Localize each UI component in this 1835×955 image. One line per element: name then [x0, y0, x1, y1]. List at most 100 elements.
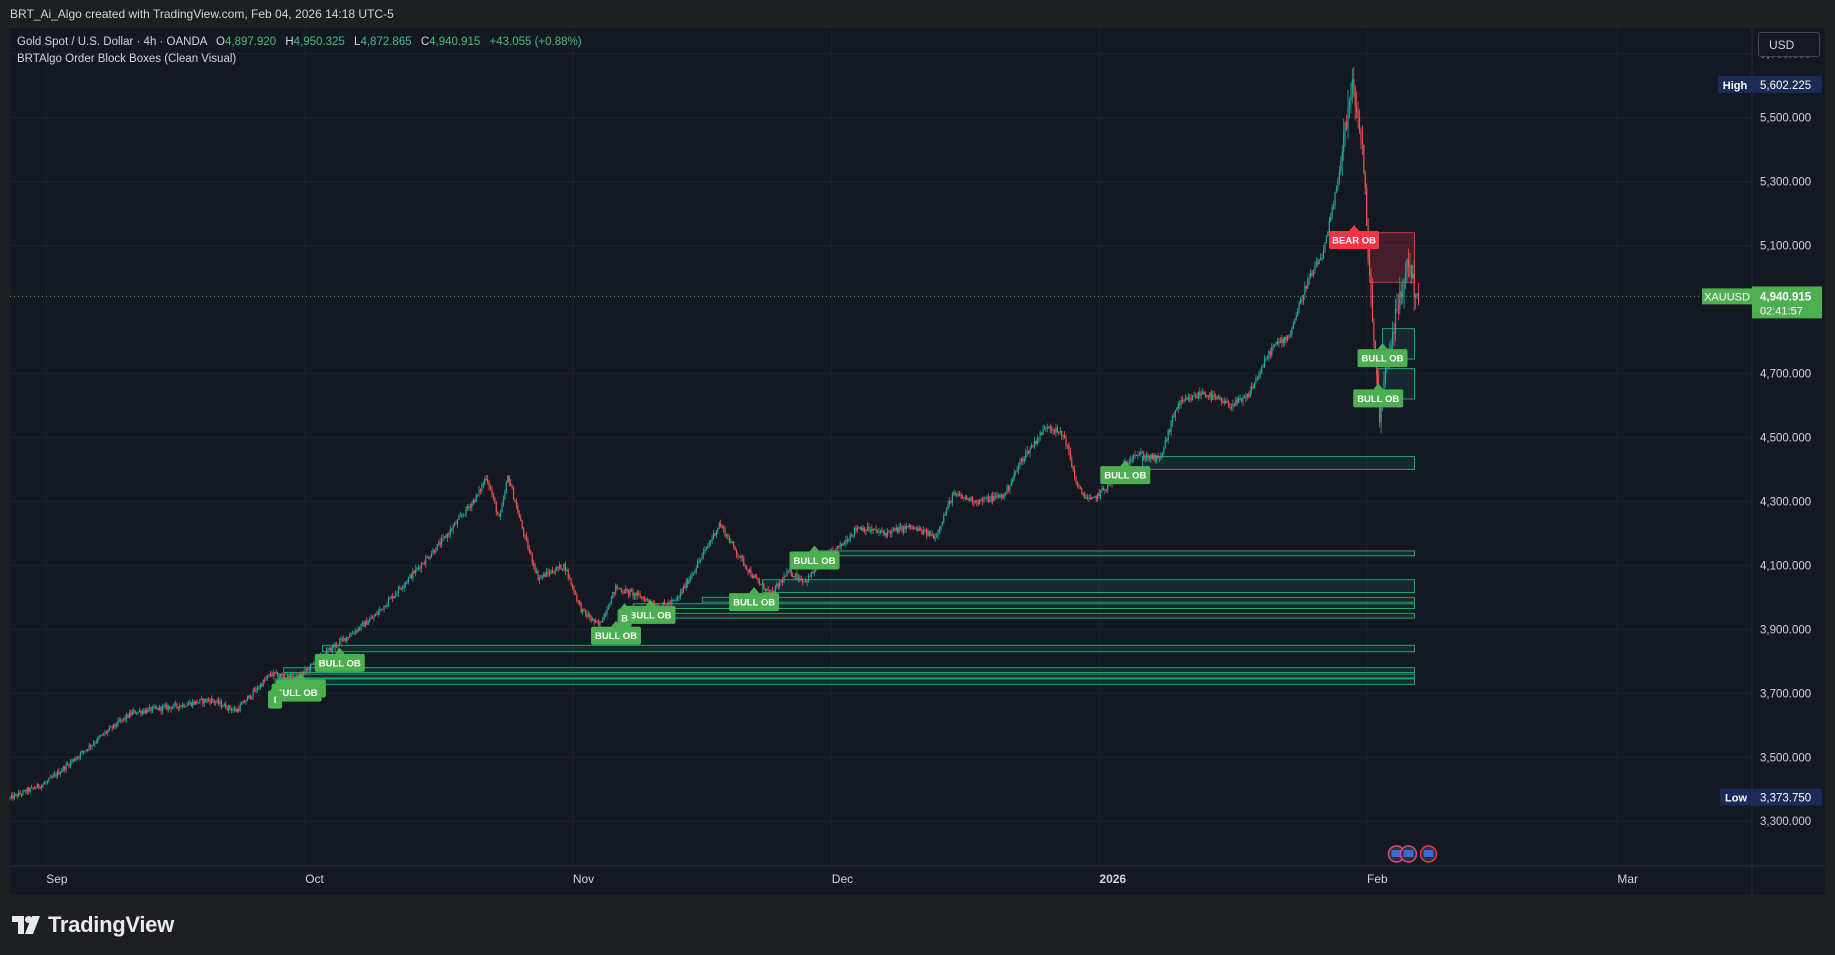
candle-body	[1058, 431, 1060, 433]
candle-body	[776, 583, 778, 587]
candle-body	[279, 674, 282, 677]
candle-body	[1341, 151, 1343, 162]
candle-body	[305, 669, 307, 671]
candle-body	[861, 527, 863, 531]
candle-body	[1400, 291, 1402, 298]
candle-body	[350, 633, 352, 637]
ob-label-text: BEAR OB	[1332, 236, 1376, 247]
candle-body	[846, 539, 848, 542]
candle-body	[994, 495, 997, 497]
candle-body	[1292, 323, 1294, 329]
candle-body	[1084, 495, 1086, 499]
candle-body	[468, 506, 470, 509]
high-value-text: 5,602.225	[1760, 80, 1811, 92]
candle-body	[692, 572, 694, 575]
bull-order-block	[274, 678, 1415, 685]
candle-body	[1299, 299, 1302, 303]
ob-label-pointer	[291, 677, 302, 684]
candle-body	[1384, 365, 1387, 381]
candle-body	[1030, 445, 1033, 449]
candle-body	[518, 513, 520, 518]
candle-body	[933, 534, 935, 539]
candle-body	[1246, 394, 1248, 398]
candle-body	[371, 617, 374, 619]
candle-body	[294, 676, 296, 679]
candle-body	[1141, 452, 1143, 454]
candle-body	[335, 644, 338, 647]
candle-body	[727, 534, 729, 539]
candle-body	[26, 788, 28, 793]
candle-body	[354, 630, 356, 634]
candle-body	[101, 734, 103, 736]
low-value: 4,872.865	[360, 36, 412, 48]
candle-body	[642, 596, 644, 599]
candle-body	[325, 650, 328, 657]
candle-body	[420, 563, 423, 569]
candle-body	[570, 578, 572, 585]
candle-body	[986, 496, 988, 499]
candle-body	[1007, 486, 1010, 490]
candle-body	[689, 577, 692, 580]
candle-body	[1236, 399, 1238, 403]
candle-body	[219, 701, 221, 704]
candle-body	[567, 570, 569, 578]
candle-body	[744, 564, 746, 566]
candle-body	[338, 641, 341, 646]
candle-body	[805, 580, 807, 582]
candle-body	[1217, 397, 1220, 400]
indicator-name[interactable]: BRTAlgo Order Block Boxes (Clean Visual)	[17, 53, 237, 65]
candle-body	[45, 782, 47, 784]
candle-body	[625, 589, 627, 594]
candle-body	[1240, 398, 1243, 402]
candle-body	[712, 533, 715, 539]
candle-body	[521, 520, 523, 529]
candle-body	[146, 709, 148, 713]
candle-body	[947, 503, 949, 510]
candle-body	[882, 531, 884, 534]
candle-body	[548, 572, 551, 574]
candle-body	[476, 494, 479, 496]
candle-body	[206, 699, 208, 702]
candle-body	[469, 506, 471, 508]
candle-body	[353, 633, 355, 635]
countdown-value: 02:41:57	[1760, 305, 1803, 317]
candle-body	[764, 589, 766, 591]
candle-body	[691, 574, 693, 578]
candle-body	[282, 675, 284, 677]
candle-body	[1004, 493, 1007, 495]
candle-body	[556, 566, 558, 571]
candle-body	[984, 497, 987, 499]
candle-body	[262, 680, 264, 687]
candle-body	[881, 530, 883, 532]
candle-body	[871, 528, 873, 531]
candle-body	[1347, 106, 1349, 129]
candle-body	[613, 591, 615, 594]
candle-body	[377, 611, 379, 615]
candle-body	[35, 787, 37, 789]
candle-body	[1314, 264, 1316, 270]
candle-body	[1002, 494, 1004, 498]
candle-body	[416, 567, 418, 569]
candle-body	[197, 702, 200, 704]
candle-body	[1006, 486, 1008, 495]
candle-body	[734, 546, 736, 551]
candle-body	[1302, 295, 1305, 301]
candle-body	[1075, 478, 1077, 483]
tradingview-logo[interactable]: TradingView	[12, 912, 174, 938]
candle-body	[763, 583, 765, 590]
candle-body	[363, 622, 365, 627]
candle-body	[500, 512, 502, 517]
candle-body	[199, 699, 201, 703]
ob-label-pointer	[1349, 225, 1360, 232]
candle-body	[304, 669, 306, 673]
candle-body	[1102, 487, 1105, 491]
candle-body	[58, 771, 60, 775]
symbol-description[interactable]: Gold Spot / U.S. Dollar · 4h · OANDA	[17, 36, 207, 48]
candle-body	[710, 540, 712, 543]
currency-button[interactable]: USD	[1758, 32, 1820, 57]
candle-body	[563, 563, 565, 569]
candle-body	[1322, 250, 1325, 259]
candle-body	[1308, 278, 1310, 281]
candle-body	[1390, 345, 1392, 351]
